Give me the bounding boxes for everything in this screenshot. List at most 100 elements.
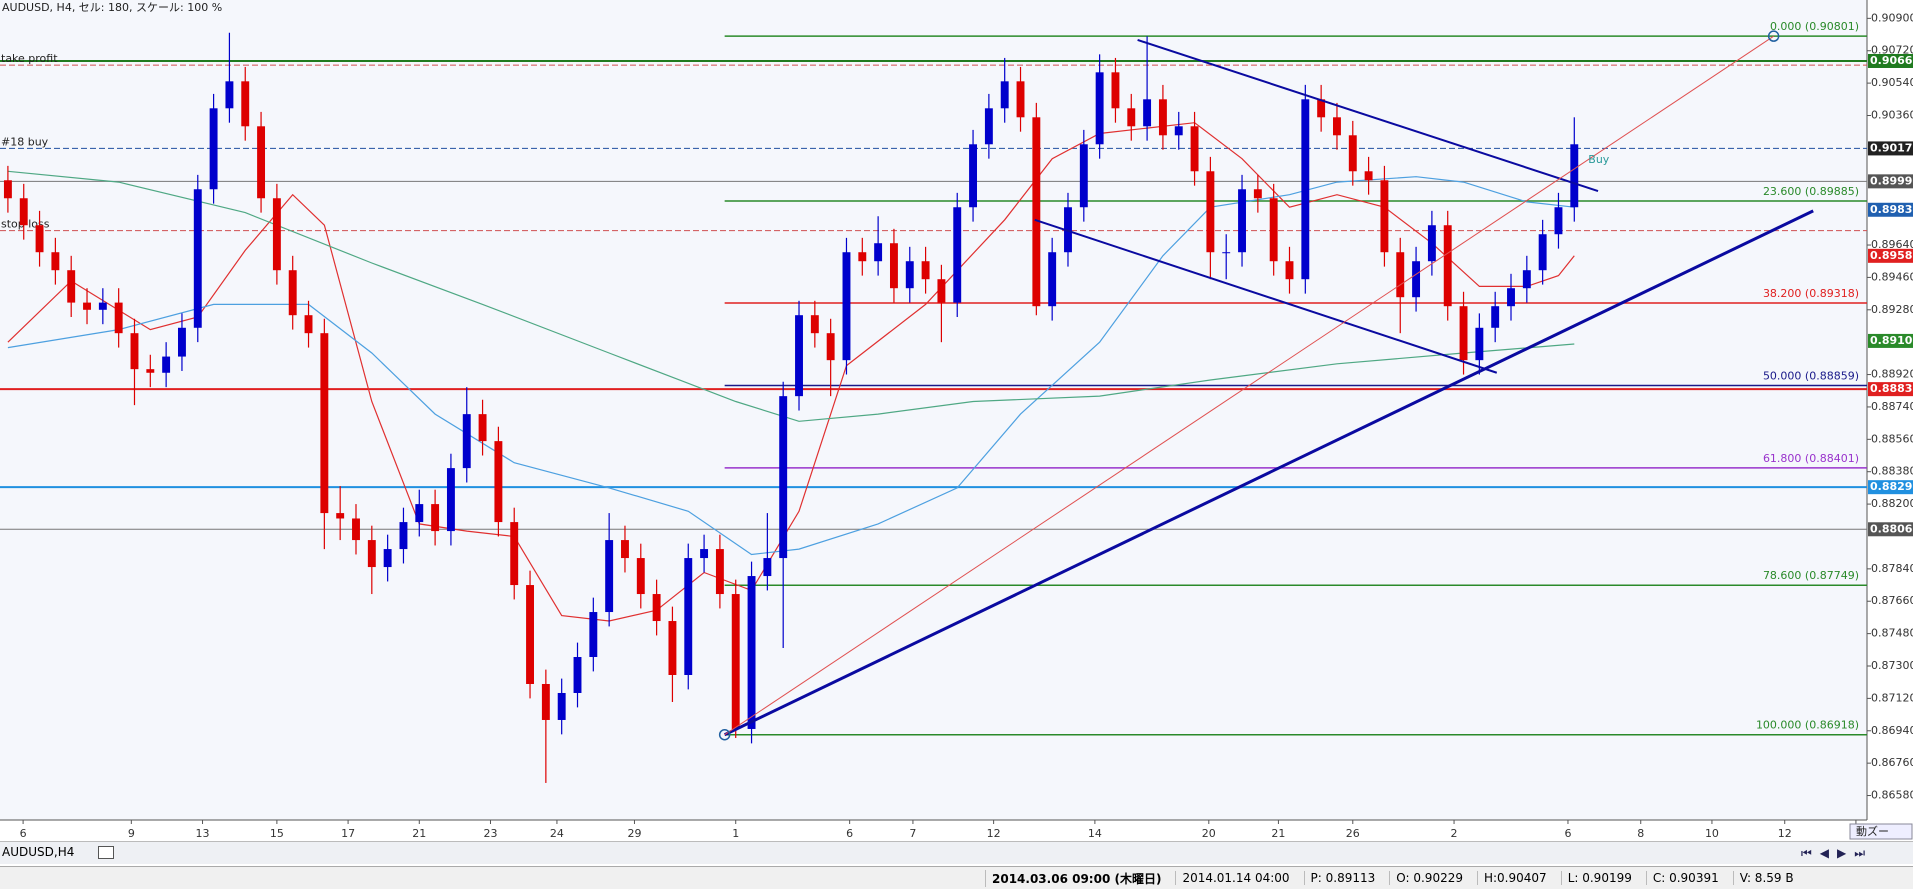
x-tick-label: 7 [909,827,916,840]
candle-body [225,81,234,109]
trendline [723,209,1814,737]
candle-body [573,657,582,693]
candle-body [1459,306,1468,361]
candle-body [1079,144,1088,208]
price-marker [1868,174,1913,189]
fib-label: 78.600 (0.87749) [1763,569,1859,582]
y-tick-label: 0.88560 [1871,432,1913,445]
scroll-buttons[interactable]: ⏮◀▶⏭ [1800,846,1873,860]
candle-body [288,270,297,316]
candle-body [1000,81,1009,109]
x-tick-label: 17 [341,827,355,840]
price-axis-background [1867,0,1913,840]
fib-label: 23.600 (0.89885) [1763,185,1859,198]
status-item: V: 8.59 B [1732,871,1808,885]
x-tick-label: 20 [1202,827,1216,840]
candle-body [494,441,503,523]
order-annotation: Buy [1588,153,1610,166]
candle-body [874,243,883,262]
moving-average [7,170,1575,422]
candle-body [905,261,914,289]
y-tick-label: 0.86580 [1871,789,1913,802]
candle-body [621,540,629,559]
trendline [1034,218,1498,374]
fib-label: 100.000 (0.86918) [1756,719,1859,732]
candle-body [1538,234,1547,271]
candle-body [304,315,313,334]
x-tick-label: 10 [1705,827,1719,840]
x-tick-label: 6 [20,827,27,840]
candle-body [589,612,598,658]
moving-average [7,176,1575,556]
y-tick-label: 0.87300 [1871,659,1913,672]
candle-body [1380,180,1389,253]
candle-body [431,504,440,532]
candle-body [715,549,724,595]
x-tick-label: 1 [732,827,739,840]
price-marker [1868,202,1913,217]
candle-body [162,356,171,373]
y-tick-label: 0.87120 [1871,691,1913,704]
x-tick-label: 12 [1778,827,1792,840]
candle-body [921,261,930,280]
candle-body [177,327,186,357]
zoom-button[interactable] [1849,823,1913,840]
price-marker [1868,522,1913,537]
candle-body [1253,189,1262,199]
candle-body [209,108,218,190]
candle-body [35,225,44,253]
y-tick-label: 0.90720 [1871,44,1913,57]
candle-body [937,279,946,303]
candle-body [969,144,978,208]
trendline [1137,38,1599,193]
candle-body [1238,189,1246,253]
y-tick-label: 0.87660 [1871,594,1913,607]
level-label: take profit [1,52,58,65]
fib-label: 61.800 (0.88401) [1763,452,1859,465]
candle-body [795,315,803,397]
candle-body [1412,261,1421,298]
fib-label: 38.200 (0.89318) [1763,287,1859,300]
price-marker-label: 0.89836 [1870,203,1913,216]
candle-body [1475,327,1484,361]
y-tick-label: 0.86760 [1871,756,1913,769]
candle-body [810,315,819,334]
candle-body [889,243,898,289]
x-tick-label: 26 [1346,827,1360,840]
status-bar: 2014.03.06 09:00 (木曜日) 2014.01.14 04:00 P:… [0,866,1913,889]
price-marker [1868,53,1913,68]
candle-body [510,522,519,586]
candle-body [1032,117,1041,307]
x-tick-label: 13 [196,827,210,840]
candle-body [1143,99,1152,127]
zoom-button-label[interactable]: 動ズー [1856,824,1889,838]
candle-body [842,252,851,361]
candle-body [1269,198,1278,262]
chart-tab[interactable]: AUDUSD,H4 [2,845,75,859]
candle-body [320,333,329,514]
candle-body [114,302,123,334]
x-tick-label: 12 [987,827,1001,840]
candle-body [731,594,740,729]
y-tick-label: 0.88920 [1871,368,1913,381]
candle-body [1111,72,1120,109]
plot-background [0,0,1867,820]
candle-body [763,558,772,577]
tab-bar: AUDUSD,H4 ⏮◀▶⏭ [0,841,1913,864]
status-item: P: 0.89113 [1303,871,1390,885]
candle-body [605,540,614,613]
candle-body [193,189,202,328]
y-tick-label: 0.87480 [1871,627,1913,640]
candle-body [1127,108,1136,127]
y-tick-label: 0.88380 [1871,465,1913,478]
candle-body [1443,225,1452,307]
moving-average [7,122,1575,622]
y-tick-label: 0.89640 [1871,238,1913,251]
price-marker-label: 0.90663 [1870,54,1913,67]
trendline [724,35,1774,736]
x-tick-label: 21 [1271,827,1285,840]
window-icon[interactable] [98,846,114,859]
